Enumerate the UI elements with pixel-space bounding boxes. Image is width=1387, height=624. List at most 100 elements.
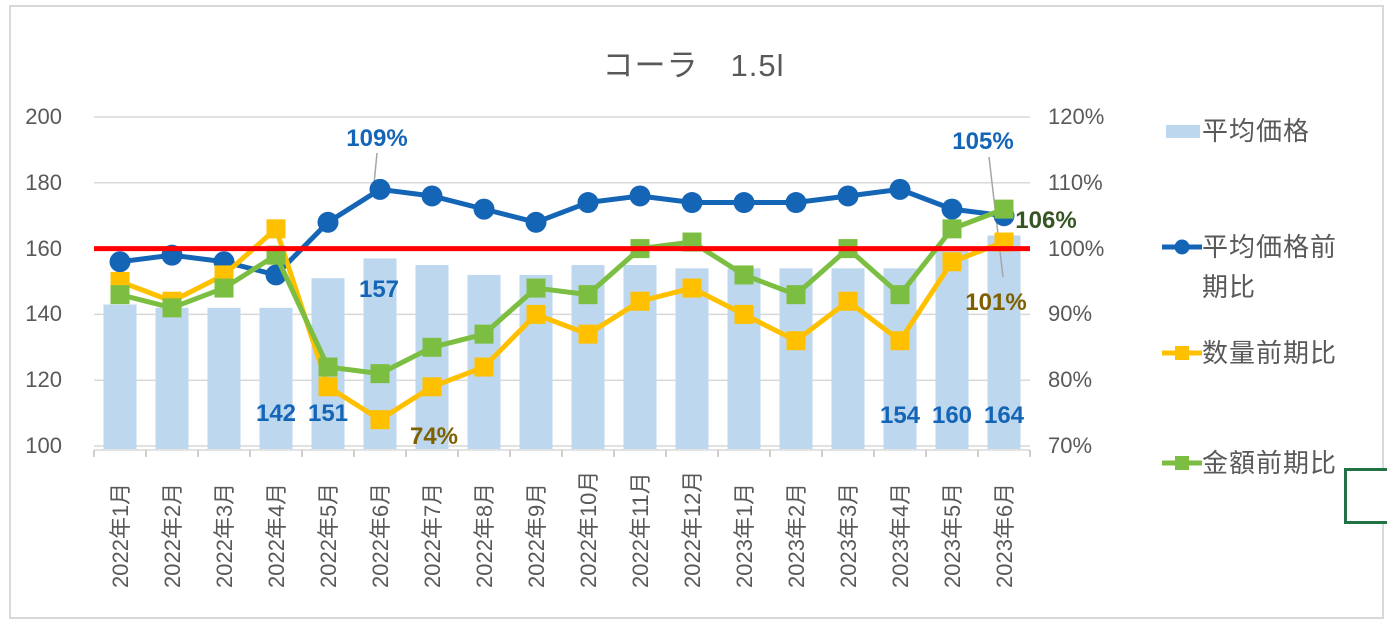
bar-2022年9月[interactable] [519, 274, 553, 449]
series-line-平均価格前期比[interactable] [117, 186, 1007, 278]
marker-平均価格前期比-2022年6月[interactable] [369, 178, 391, 200]
right-axis-tick-100%: 100% [1048, 235, 1105, 261]
marker-金額前期比-2023年6月[interactable] [994, 199, 1014, 219]
marker-平均価格前期比-2023年1月[interactable] [733, 192, 755, 214]
marker-平均価格前期比-2022年8月[interactable] [473, 198, 495, 220]
left-axis-tick-120: 120 [25, 367, 62, 393]
chart-title: コーラ 1.5l [602, 48, 785, 83]
series-line-金額前期比[interactable] [117, 206, 1007, 377]
x-axis-label-2022年1月: 2022年1月 [108, 482, 133, 588]
left-axis-tick-140: 140 [25, 301, 62, 327]
marker-数量前期比-2022年11月[interactable] [630, 291, 650, 311]
marker-数量前期比-2022年12月[interactable] [682, 278, 702, 298]
marker-平均価格前期比-2023年5月[interactable] [941, 198, 963, 220]
data-label-平均価格-157: 157 [358, 276, 400, 303]
marker-平均価格前期比-2022年9月[interactable] [525, 211, 547, 233]
legend-square-marker-icon [1175, 456, 1189, 470]
legend-swatch [1162, 333, 1202, 373]
marker-金額前期比-2022年8月[interactable] [474, 324, 494, 344]
x-axis-label-2022年4月: 2022年4月 [264, 482, 289, 588]
x-axis-label-2023年2月: 2023年2月 [784, 482, 809, 588]
marker-数量前期比-2022年10月[interactable] [578, 324, 598, 344]
bar-2022年12月[interactable] [675, 268, 709, 449]
x-axis-label-2022年5月: 2022年5月 [316, 482, 341, 588]
marker-平均価格前期比-2022年7月[interactable] [421, 185, 443, 207]
bar-2022年7月[interactable] [415, 265, 449, 449]
marker-数量前期比-2022年8月[interactable] [474, 357, 494, 377]
marker-数量前期比-2022年5月[interactable] [318, 377, 338, 397]
marker-平均価格前期比-2022年1月[interactable] [109, 251, 131, 273]
data-label-平均価格-160: 160 [931, 402, 973, 429]
marker-平均価格前期比-2023年3月[interactable] [837, 185, 859, 207]
marker-平均価格前期比-2023年2月[interactable] [785, 192, 807, 214]
legend-bar-swatch [1166, 125, 1200, 138]
marker-数量前期比-2022年9月[interactable] [526, 304, 546, 324]
marker-数量前期比-2022年6月[interactable] [370, 410, 390, 430]
marker-数量前期比-2022年7月[interactable] [422, 377, 442, 397]
x-axis-label-2022年8月: 2022年8月 [472, 482, 497, 588]
x-axis-label-2022年9月: 2022年9月 [524, 482, 549, 588]
series-line-数量前期比[interactable] [117, 226, 1007, 423]
marker-金額前期比-2022年7月[interactable] [422, 337, 442, 357]
data-label-金額前期比-106%: 106% [1015, 207, 1077, 234]
x-axis-label-2022年12月: 2022年12月 [680, 470, 705, 588]
data-label-平均価格前期比-109%: 109% [346, 125, 408, 152]
data-label-平均価格-142: 142 [255, 400, 297, 427]
marker-数量前期比-2023年2月[interactable] [786, 331, 806, 351]
legend-label: 数量前期比 [1202, 338, 1338, 368]
bar-2022年1月[interactable] [103, 304, 137, 449]
bar-2023年1月[interactable] [727, 268, 761, 449]
left-axis-tick-200: 200 [25, 104, 62, 129]
bar-2023年6月[interactable] [987, 235, 1021, 449]
x-axis-label-2022年3月: 2022年3月 [212, 482, 237, 588]
marker-数量前期比-2023年1月[interactable] [734, 304, 754, 324]
legend-label: 金額前期比 [1202, 448, 1338, 478]
marker-数量前期比-2023年3月[interactable] [838, 291, 858, 311]
marker-金額前期比-2023年2月[interactable] [786, 285, 806, 305]
marker-金額前期比-2022年6月[interactable] [370, 364, 390, 384]
marker-金額前期比-2022年2月[interactable] [162, 298, 182, 318]
partial-green-box [1344, 468, 1387, 524]
right-axis-tick-70%: 70% [1048, 433, 1093, 458]
legend-swatch [1162, 111, 1202, 151]
right-axis-tick-110%: 110% [1048, 169, 1103, 195]
marker-数量前期比-2023年5月[interactable] [942, 252, 962, 272]
x-axis-label-2023年4月: 2023年4月 [888, 482, 913, 588]
legend-label: 平均価格前期比 [1202, 232, 1338, 302]
bar-2022年2月[interactable] [155, 307, 189, 449]
marker-金額前期比-2022年1月[interactable] [110, 285, 130, 305]
bar-2022年4月[interactable] [259, 307, 293, 449]
marker-金額前期比-2022年5月[interactable] [318, 357, 338, 377]
legend-swatch [1162, 227, 1202, 267]
marker-平均価格前期比-2022年12月[interactable] [681, 192, 703, 214]
marker-平均価格前期比-2022年5月[interactable] [317, 211, 339, 233]
marker-平均価格前期比-2022年11月[interactable] [629, 185, 651, 207]
marker-金額前期比-2023年4月[interactable] [890, 285, 910, 305]
marker-金額前期比-2023年1月[interactable] [734, 265, 754, 285]
x-axis-label-2022年10月: 2022年10月 [576, 470, 601, 588]
legend-swatch [1162, 443, 1202, 483]
data-label-平均価格-164: 164 [983, 402, 1025, 429]
marker-平均価格前期比-2023年4月[interactable] [889, 178, 911, 200]
data-label-平均価格-151: 151 [307, 400, 349, 427]
right-axis-tick-80%: 80% [1048, 367, 1093, 393]
marker-金額前期比-2022年10月[interactable] [578, 285, 598, 305]
x-axis-label-2023年5月: 2023年5月 [940, 482, 965, 588]
right-axis-tick-90%: 90% [1048, 301, 1093, 327]
x-axis-label-2022年6月: 2022年6月 [368, 482, 393, 588]
x-axis-label-2023年6月: 2023年6月 [992, 482, 1017, 588]
marker-金額前期比-2022年9月[interactable] [526, 278, 546, 298]
legend-square-marker-icon [1175, 346, 1189, 360]
data-label-平均価格前期比-105%: 105% [952, 128, 1014, 155]
left-axis-tick-160: 160 [25, 235, 62, 261]
bar-2022年3月[interactable] [207, 307, 241, 449]
marker-金額前期比-2022年3月[interactable] [214, 278, 234, 298]
x-axis-label-2022年11月: 2022年11月 [628, 472, 653, 588]
data-label-数量前期比-101%: 101% [965, 289, 1027, 316]
marker-平均価格前期比-2022年10月[interactable] [577, 192, 599, 214]
x-axis-label-2023年1月: 2023年1月 [732, 482, 757, 588]
marker-金額前期比-2023年5月[interactable] [942, 219, 962, 239]
marker-数量前期比-2022年4月[interactable] [266, 219, 286, 239]
marker-数量前期比-2023年4月[interactable] [890, 331, 910, 351]
left-axis-tick-100: 100 [25, 433, 62, 458]
